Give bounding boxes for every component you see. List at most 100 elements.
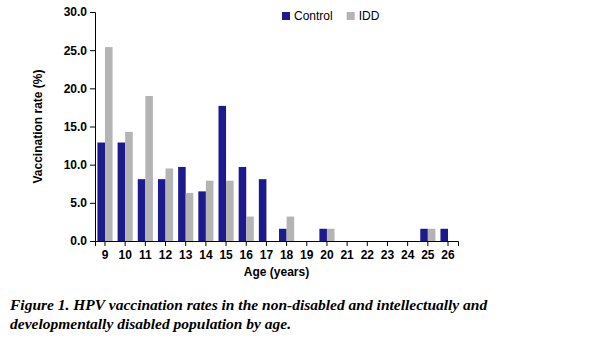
x-tick: 12 bbox=[159, 241, 173, 262]
y-tick-label: 30.0 bbox=[64, 5, 88, 19]
x-tick-mark bbox=[407, 241, 408, 246]
x-axis-title: Age (years) bbox=[244, 265, 309, 279]
x-tick: 21 bbox=[340, 241, 354, 262]
bar bbox=[327, 229, 335, 241]
bar bbox=[340, 241, 348, 242]
y-tick-mark bbox=[90, 12, 95, 13]
y-axis-line bbox=[90, 13, 96, 242]
x-axis-line bbox=[96, 242, 459, 247]
bar bbox=[319, 229, 327, 241]
legend-swatch bbox=[347, 12, 355, 20]
bar bbox=[239, 167, 247, 241]
legend-item: Control bbox=[282, 9, 333, 23]
x-tick-mark bbox=[205, 241, 206, 246]
bar-series bbox=[105, 47, 435, 241]
x-tick: 15 bbox=[219, 241, 233, 262]
x-tick-label: 17 bbox=[260, 248, 274, 262]
legend-label: IDD bbox=[359, 9, 380, 23]
x-tick-label: 18 bbox=[280, 248, 294, 262]
x-tick-mark bbox=[347, 241, 348, 246]
x-tick-label: 12 bbox=[159, 248, 173, 262]
x-tick-mark bbox=[306, 241, 307, 246]
bar bbox=[125, 132, 133, 241]
bar bbox=[380, 241, 388, 242]
bar bbox=[118, 143, 126, 241]
legend-item: IDD bbox=[347, 9, 380, 23]
y-tick: 0.0 bbox=[70, 234, 95, 248]
x-tick: 9 bbox=[102, 241, 109, 262]
x-tick-label: 10 bbox=[118, 248, 132, 262]
bar bbox=[206, 181, 214, 241]
x-tick-mark bbox=[165, 241, 166, 246]
x-tick-label: 25 bbox=[421, 248, 435, 262]
bars bbox=[97, 47, 448, 241]
y-tick-mark bbox=[90, 241, 95, 242]
x-tick-mark bbox=[326, 241, 327, 246]
x-tick: 26 bbox=[441, 241, 455, 262]
x-tick: 17 bbox=[260, 241, 274, 262]
x-tick-label: 21 bbox=[340, 248, 354, 262]
bar bbox=[226, 181, 234, 241]
bar bbox=[420, 229, 428, 241]
bar bbox=[166, 168, 174, 241]
bar bbox=[360, 241, 368, 242]
bar bbox=[259, 179, 267, 241]
x-tick: 13 bbox=[179, 241, 193, 262]
bar bbox=[279, 229, 287, 241]
bar bbox=[347, 241, 355, 242]
x-tick-mark bbox=[226, 241, 227, 246]
y-axis: 0.05.010.015.020.025.030.0 bbox=[64, 5, 96, 248]
x-tick-label: 22 bbox=[361, 248, 375, 262]
x-tick-mark bbox=[286, 241, 287, 246]
bar bbox=[440, 229, 448, 241]
bar bbox=[97, 143, 105, 241]
bar bbox=[287, 217, 295, 241]
x-tick-mark bbox=[266, 241, 267, 246]
x-tick: 22 bbox=[361, 241, 375, 262]
bar bbox=[387, 241, 395, 242]
y-tick-label: 0.0 bbox=[70, 234, 87, 248]
x-tick: 18 bbox=[280, 241, 294, 262]
y-tick-mark bbox=[90, 88, 95, 89]
y-tick: 30.0 bbox=[64, 5, 95, 19]
plot-area: 0.05.010.015.020.025.030.091011121314151… bbox=[64, 5, 459, 261]
x-tick: 20 bbox=[320, 241, 334, 262]
x-tick-mark bbox=[125, 241, 126, 246]
x-tick-label: 11 bbox=[139, 248, 152, 262]
bar bbox=[105, 47, 113, 241]
bar bbox=[367, 241, 375, 242]
bar bbox=[186, 193, 194, 241]
caption-line: Figure 1. HPV vaccination rates in the n… bbox=[9, 296, 487, 313]
x-tick-label: 15 bbox=[219, 248, 233, 262]
caption: Figure 1. HPV vaccination rates in the n… bbox=[9, 296, 487, 332]
x-tick-label: 13 bbox=[179, 248, 193, 262]
y-tick: 25.0 bbox=[64, 44, 95, 58]
bar bbox=[266, 241, 274, 242]
x-tick-label: 16 bbox=[240, 248, 254, 262]
y-tick-mark bbox=[90, 203, 95, 204]
x-tick-mark bbox=[387, 241, 388, 246]
bar bbox=[145, 96, 153, 241]
x-tick-mark bbox=[427, 241, 428, 246]
x-tick-mark bbox=[367, 241, 368, 246]
x-tick: 19 bbox=[300, 241, 314, 262]
x-tick-label: 19 bbox=[300, 248, 314, 262]
y-tick-label: 15.0 bbox=[64, 120, 88, 134]
bar bbox=[138, 179, 146, 241]
y-tick: 20.0 bbox=[64, 82, 95, 96]
y-tick-label: 5.0 bbox=[70, 196, 87, 210]
x-tick: 16 bbox=[240, 241, 254, 262]
y-tick: 5.0 bbox=[70, 196, 95, 210]
y-tick-mark bbox=[90, 127, 95, 128]
chart: 0.05.010.015.020.025.030.091011121314151… bbox=[0, 0, 592, 343]
x-tick-label: 20 bbox=[320, 248, 334, 262]
bar bbox=[198, 191, 206, 241]
x-tick-label: 26 bbox=[441, 248, 455, 262]
x-tick-label: 23 bbox=[381, 248, 395, 262]
bar bbox=[299, 241, 307, 242]
bar bbox=[448, 241, 456, 242]
y-tick-label: 25.0 bbox=[64, 44, 88, 58]
x-tick-mark bbox=[448, 241, 449, 246]
y-axis-title: Vaccination rate (%) bbox=[31, 69, 45, 183]
bar bbox=[307, 241, 315, 242]
